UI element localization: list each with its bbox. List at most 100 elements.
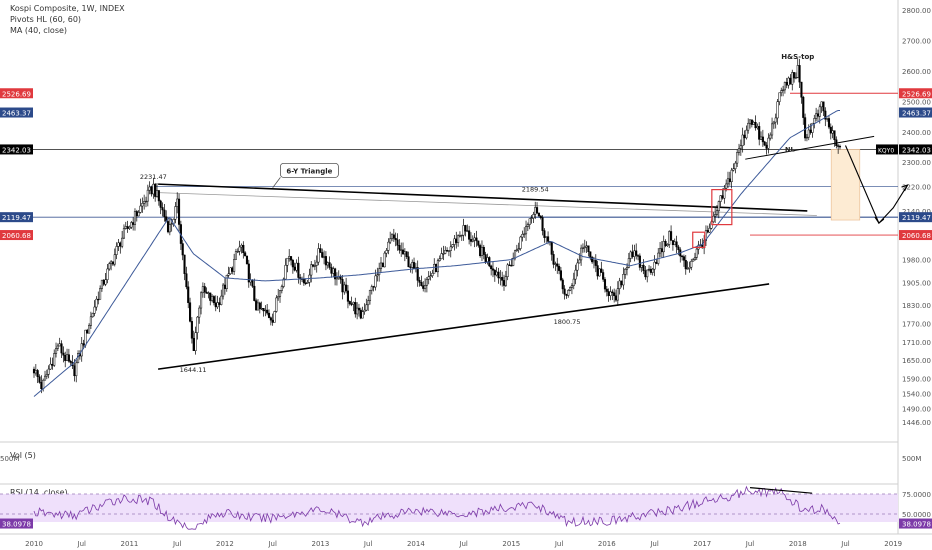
price-tag: 2342.03 xyxy=(2,146,31,154)
candle-body xyxy=(754,122,757,129)
candle-body xyxy=(170,223,173,225)
candle-body xyxy=(585,245,588,248)
candle-body xyxy=(780,90,783,94)
candle-body xyxy=(89,316,92,326)
candle-body xyxy=(690,260,693,268)
candle-body xyxy=(636,255,640,257)
candle-body xyxy=(820,101,823,108)
candle-body xyxy=(468,230,471,240)
candle-body xyxy=(209,292,212,301)
candle-body xyxy=(378,268,381,275)
candle-body xyxy=(446,250,449,252)
y-tick-label: 2700.00 xyxy=(902,38,931,46)
candle-body xyxy=(407,256,410,268)
candle-body xyxy=(385,250,388,254)
candle-body xyxy=(642,264,645,271)
projection-arrowhead xyxy=(901,184,909,192)
candle-body xyxy=(126,226,129,229)
candle-body xyxy=(734,162,737,169)
candle-body xyxy=(486,257,489,262)
candle-body xyxy=(675,241,678,248)
candle-body xyxy=(748,119,752,124)
projection-arrowhead xyxy=(874,216,885,224)
candle-body xyxy=(721,195,724,199)
y-tick-label: 1980.00 xyxy=(902,257,931,265)
candle-body xyxy=(668,231,671,245)
candle-body xyxy=(524,226,528,235)
rsi-divergence-line xyxy=(749,487,813,494)
vol-indicator-label[interactable]: Vol (5) xyxy=(10,451,36,460)
rsi-tick-label: 75.0000 xyxy=(902,491,931,499)
y-tick-label: 2220.00 xyxy=(902,184,931,192)
price-tag-bg xyxy=(0,144,33,155)
candle-body xyxy=(543,230,546,238)
rsi-tag: 38.0978 xyxy=(2,521,31,529)
symbol-tag-bg xyxy=(876,144,898,155)
candle-body xyxy=(736,152,739,164)
candle-body xyxy=(418,280,421,283)
candle-body xyxy=(275,297,278,312)
candle-body xyxy=(547,236,550,242)
x-tick-label: Jul xyxy=(77,540,87,548)
candle-body xyxy=(587,245,590,252)
x-tick-label: 2017 xyxy=(693,540,711,548)
candle-body xyxy=(618,280,621,289)
candle-body xyxy=(569,287,572,291)
candle-body xyxy=(771,123,774,136)
hs-top-label: H&S-top xyxy=(781,53,814,61)
candle-body xyxy=(40,382,43,390)
candle-body xyxy=(247,263,250,283)
candle-body xyxy=(620,280,623,286)
candle-body xyxy=(97,298,100,301)
price-point-label: 1644.11 xyxy=(180,366,207,374)
vol-axis-label: 500M xyxy=(0,455,19,463)
price-tag-bg xyxy=(899,212,932,223)
candle-body xyxy=(183,254,186,274)
candle-body xyxy=(493,270,496,276)
candle-body xyxy=(567,290,570,296)
candle-body xyxy=(152,183,155,195)
candle-body xyxy=(625,267,629,270)
ma-indicator-label[interactable]: MA (40, close) xyxy=(10,26,68,35)
candle-body xyxy=(695,248,698,258)
pivots-indicator-label[interactable]: Pivots HL (60, 60) xyxy=(10,15,82,24)
candle-body xyxy=(677,246,680,251)
candle-body xyxy=(580,247,583,261)
candle-body xyxy=(739,145,742,149)
candle-body xyxy=(264,309,267,312)
candle-body xyxy=(231,267,234,272)
candle-body xyxy=(211,296,214,301)
candle-body xyxy=(42,379,45,390)
rsi-indicator-label[interactable]: RSI (14, close) xyxy=(10,488,68,497)
y-tick-label: 1770.00 xyxy=(902,321,931,329)
candle-body xyxy=(624,268,627,275)
candle-body xyxy=(523,233,526,235)
chart-title: Kospi Composite, 1W, INDEX xyxy=(10,4,125,13)
candle-body xyxy=(838,145,842,148)
y-tick-label: 1830.00 xyxy=(902,302,931,310)
candle-body xyxy=(536,207,539,214)
x-tick-label: 2015 xyxy=(502,540,520,548)
candle-body xyxy=(312,264,315,267)
price-tag-bg xyxy=(899,88,932,99)
candle-body xyxy=(449,246,452,252)
candle-body xyxy=(539,215,542,218)
candle-body xyxy=(174,206,177,220)
candle-body xyxy=(686,268,689,270)
target-zone xyxy=(830,149,861,221)
candle-body xyxy=(475,237,478,242)
x-tick-label: 2013 xyxy=(311,540,329,548)
candle-body xyxy=(660,248,663,253)
candle-body xyxy=(809,129,812,133)
candle-body xyxy=(168,224,171,233)
candle-body xyxy=(67,354,70,362)
x-tick-label: 2016 xyxy=(598,540,616,548)
candle-body xyxy=(330,267,333,274)
candle-body xyxy=(453,238,456,245)
candle-body xyxy=(93,306,96,314)
candle-body xyxy=(222,284,225,297)
candle-body xyxy=(824,110,827,120)
y-tick-label: 2600.00 xyxy=(902,68,931,76)
candle-body xyxy=(752,122,755,125)
